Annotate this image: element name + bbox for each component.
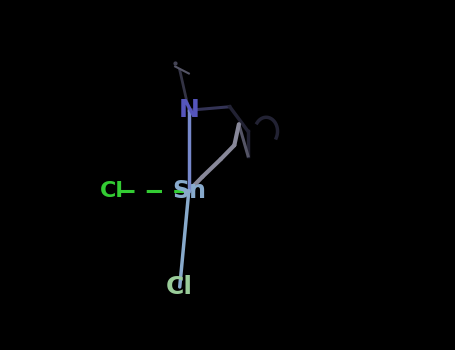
Text: Cl: Cl (100, 181, 123, 201)
Text: Cl: Cl (166, 275, 193, 299)
Text: N: N (178, 98, 199, 122)
Text: Sn: Sn (172, 179, 206, 203)
